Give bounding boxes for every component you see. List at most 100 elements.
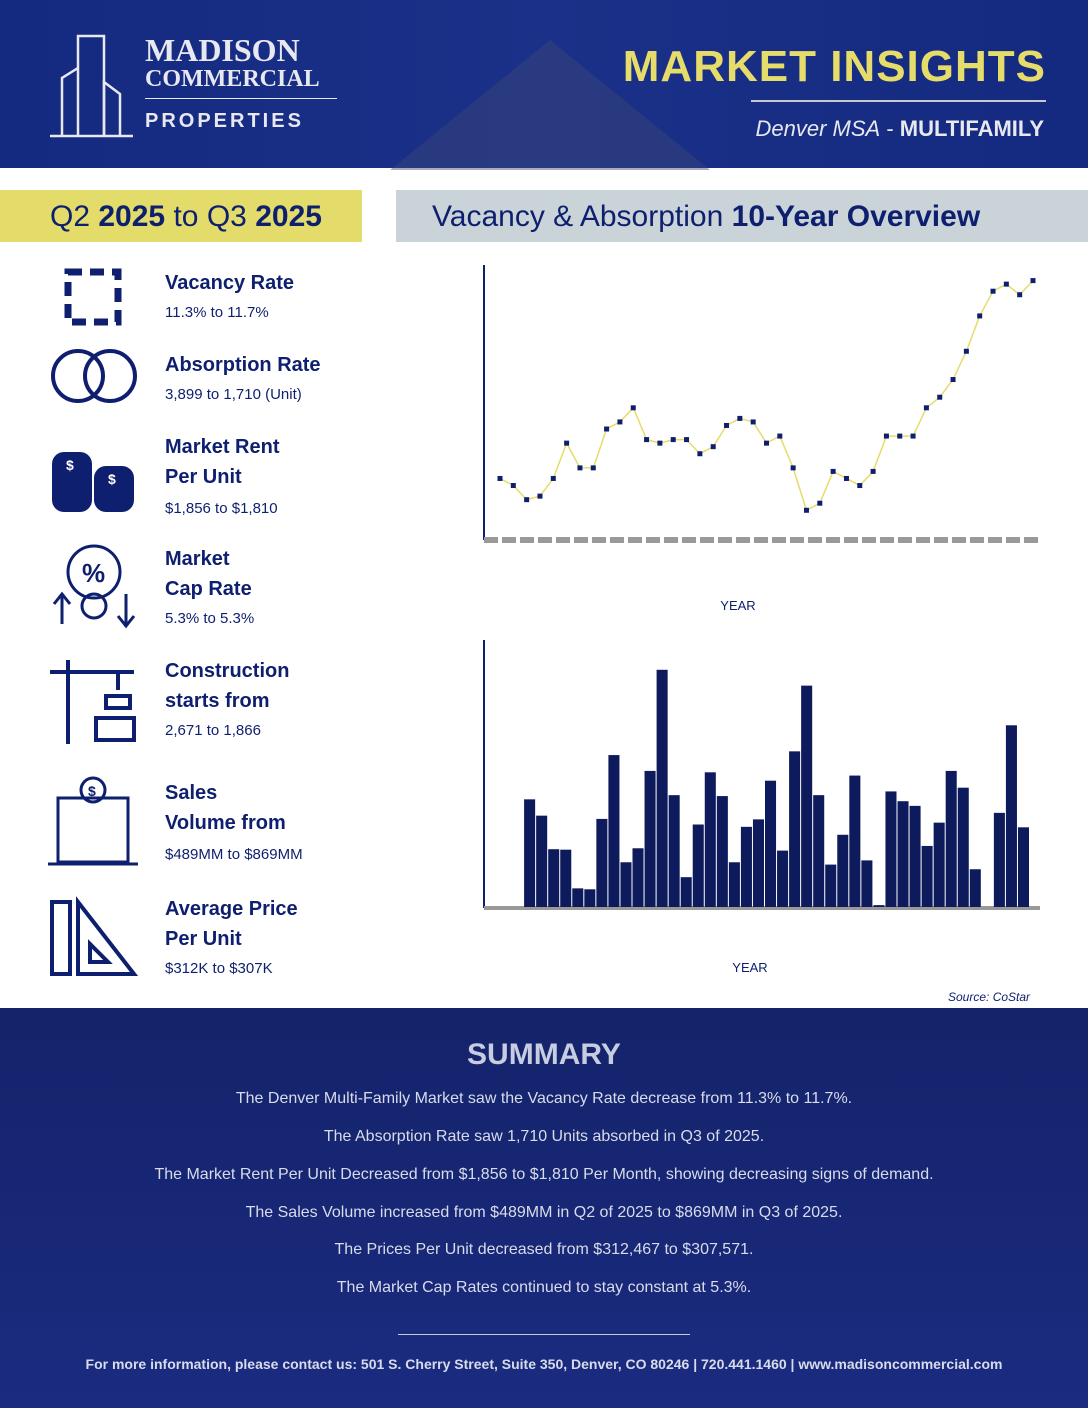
data-point: [963, 348, 969, 354]
vacancy-line-chart: [483, 265, 1040, 543]
overview-band: Vacancy & Absorption 10-Year Overview: [396, 190, 1088, 242]
svg-text:$: $: [88, 783, 96, 799]
absorption-bar: [524, 799, 536, 907]
absorption-bar: [993, 812, 1005, 907]
absorption-bar: [668, 795, 680, 907]
venn-circles-icon: [51, 349, 137, 403]
data-point: [790, 465, 796, 471]
absorption-bar: [789, 751, 801, 907]
data-point: [910, 433, 916, 439]
data-point: [737, 415, 743, 421]
absorption-bar: [1005, 725, 1017, 907]
absorption-bar: [801, 685, 813, 907]
page-title: MARKET INSIGHTS: [622, 42, 1046, 91]
market-subtitle: Denver MSA - MULTIFAMILY: [755, 116, 1045, 141]
data-point: [524, 497, 530, 503]
header-banner: MADISON COMMERCIAL PROPERTIES MARKET INS…: [0, 0, 1088, 170]
absorption-bar: [752, 819, 764, 907]
absorption-bar: [704, 772, 716, 907]
absorption-bar: [957, 787, 969, 907]
absorption-bar: [813, 795, 825, 907]
data-point: [1017, 292, 1023, 298]
market-name: Denver MSA: [755, 116, 881, 141]
data-point: [604, 426, 610, 432]
data-point: [510, 483, 516, 489]
absorption-bar: [861, 860, 873, 907]
bar-x-axis-label: YEAR: [732, 960, 767, 975]
data-point: [497, 475, 503, 481]
absorption-bar: [596, 818, 608, 907]
absorption-bar: [945, 770, 957, 907]
svg-text:$: $: [66, 457, 74, 473]
data-point: [550, 475, 556, 481]
data-point: [897, 433, 903, 439]
data-point: [577, 465, 583, 471]
absorption-bar: [885, 791, 897, 907]
absorption-bar: [740, 826, 752, 907]
absorption-bar: [909, 805, 921, 907]
summary-title: SUMMARY: [467, 1038, 621, 1071]
data-point: [617, 419, 623, 425]
data-point: [750, 419, 756, 425]
data-point: [724, 422, 730, 428]
summary-section: SUMMARY The Denver Multi-Family Market s…: [0, 1008, 1088, 1408]
svg-text:$: $: [108, 471, 116, 487]
logo-line-2: COMMERCIAL: [145, 66, 320, 92]
data-point: [803, 507, 809, 513]
building-roof-image: [390, 40, 710, 170]
coin-stacks-icon: $$: [52, 452, 134, 512]
absorption-bar: [608, 755, 620, 907]
absorption-bar: [849, 775, 861, 907]
data-point: [817, 500, 823, 506]
vacancy-line: [499, 280, 1034, 512]
dashed-square-icon: [64, 268, 122, 326]
data-point: [830, 468, 836, 474]
logo-line-3: PROPERTIES: [145, 110, 304, 132]
data-point: [537, 493, 543, 499]
data-point: [950, 377, 956, 383]
absorption-bar: [777, 850, 789, 907]
footer-divider: [398, 1334, 690, 1335]
summary-line: The Market Rent Per Unit Decreased from …: [154, 1166, 934, 1183]
summary-line: The Denver Multi-Family Market saw the V…: [235, 1090, 853, 1107]
svg-text:%: %: [82, 558, 105, 588]
absorption-bar: [572, 888, 584, 907]
ruler-triangle-icon: [50, 896, 138, 976]
summary-line: The Market Cap Rates continued to stay c…: [336, 1279, 752, 1296]
absorption-bar: [933, 822, 945, 907]
summary-line: The Sales Volume increased from $489MM i…: [245, 1204, 843, 1221]
construction-crane-icon: [50, 660, 136, 744]
absorption-bar: [1017, 827, 1029, 907]
percent-dollar-icon: %: [52, 544, 136, 629]
absorption-bar-chart: [483, 640, 1040, 910]
absorption-bar: [873, 905, 885, 907]
data-point: [990, 288, 996, 294]
absorption-bar: [837, 834, 849, 907]
data-point: [977, 313, 983, 319]
absorption-bar: [560, 849, 572, 907]
building-logo-icon: [50, 34, 133, 138]
absorption-bar: [656, 669, 668, 907]
absorption-bar: [680, 877, 692, 907]
title-divider: [751, 100, 1046, 102]
data-point: [564, 440, 570, 446]
line-x-axis-label: YEAR: [720, 598, 755, 613]
data-point: [1003, 281, 1009, 287]
data-point: [644, 437, 650, 443]
period-band: Q2 2025 to Q3 2025: [0, 190, 362, 242]
data-point: [764, 440, 769, 446]
market-segment: MULTIFAMILY: [899, 116, 1044, 141]
absorption-bar: [620, 862, 632, 907]
data-point: [710, 444, 716, 450]
absorption-bar: [825, 864, 837, 907]
data-point: [923, 405, 929, 411]
data-point: [657, 440, 663, 446]
absorption-bar: [584, 889, 596, 907]
data-point: [590, 465, 596, 471]
logo-line-1: MADISON: [145, 32, 300, 68]
company-logo: MADISON COMMERCIAL PROPERTIES: [48, 32, 348, 142]
data-point: [777, 433, 783, 439]
absorption-bar: [921, 845, 933, 907]
contact-footer[interactable]: For more information, please contact us:…: [85, 1356, 1003, 1372]
source-note: Source: CoStar: [948, 990, 1031, 1004]
